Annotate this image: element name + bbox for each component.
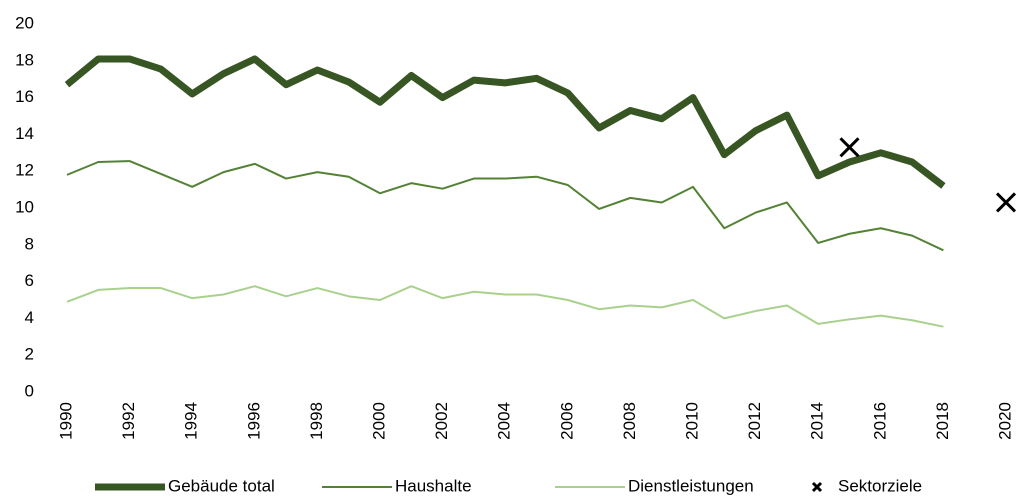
y-tick-label: 12 [15,161,34,180]
x-tick-label: 2018 [933,402,952,440]
y-tick-label: 16 [15,87,34,106]
y-tick-label: 0 [25,381,34,400]
x-tick-label: 2014 [808,402,827,440]
legend-label: Dienstleistungen [628,476,754,495]
x-tick-label: 2000 [369,402,388,440]
y-tick-label: 10 [15,197,34,216]
x-tick-label: 2006 [557,402,576,440]
x-tick-label: 2016 [870,402,889,440]
y-tick-label: 8 [25,234,34,253]
y-tick-label: 6 [25,271,34,290]
legend-swatch [811,481,823,493]
x-tick-label: 2008 [620,402,639,440]
x-tick-label: 1990 [56,402,75,440]
x-tick-label: 1992 [119,402,138,440]
line [66,285,944,328]
y-tick-label: 2 [25,345,34,364]
x-tick-label: 1998 [307,402,326,440]
x-tick-label: 2010 [682,402,701,440]
x-tick-label: 2020 [995,402,1014,440]
legend-label: Gebäude total [168,476,275,495]
line [64,55,946,189]
y-tick-label: 14 [15,124,34,143]
x-tick-label: 2004 [495,402,514,440]
legend-label: Haushalte [395,476,472,495]
legend-label: Sektorziele [838,476,922,495]
y-tick-label: 18 [15,50,34,69]
marker [839,137,860,158]
x-tick-label: 1996 [244,402,263,440]
x-tick-label: 1994 [182,402,201,440]
marker [995,192,1017,213]
y-tick-label: 20 [15,13,34,32]
y-tick-label: 4 [25,308,34,327]
x-tick-label: 2002 [432,402,451,440]
x-tick-label: 2012 [745,402,764,440]
line [66,160,944,252]
